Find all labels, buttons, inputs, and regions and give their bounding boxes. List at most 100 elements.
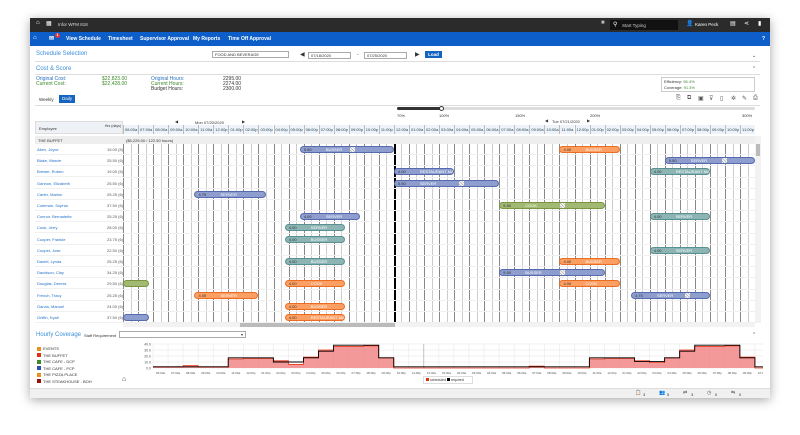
org-select[interactable]: FOOD AND BEVERAGE xyxy=(212,51,289,58)
employee-name[interactable]: Davidson, Clay xyxy=(37,270,64,276)
horizontal-scrollbar[interactable] xyxy=(123,323,755,327)
employee-name[interactable]: Garcia, Manuel xyxy=(37,303,65,309)
employee-row[interactable]: Blake, Marcie 25.50 (6) xyxy=(35,155,123,167)
shift-bar[interactable]: 4.00 COOK xyxy=(284,280,345,288)
schedule-grid[interactable]: 5.50 BUSSER 4.00 BUSSER 5.50 SERVER 4.00 RESTAU… xyxy=(123,144,755,323)
group-name[interactable]: THE BUFFET xyxy=(38,138,63,143)
nav-time-off-approval[interactable]: Time Off Approval xyxy=(228,36,272,42)
employee-name[interactable]: French, Tracy xyxy=(37,292,62,298)
collapse-chevron-icon[interactable]: ⌃ xyxy=(752,332,757,338)
employee-row[interactable]: Allen, Joyce 19.00 (5) xyxy=(35,144,123,155)
home-icon[interactable]: ⌂ xyxy=(33,35,37,41)
edit-icon[interactable]: ✎ xyxy=(742,96,748,102)
legend-item[interactable]: THE STEAKHOUSE - BOH xyxy=(37,379,92,384)
load-button[interactable]: Load xyxy=(425,51,442,58)
shift-bar[interactable]: 5.50 SERVER xyxy=(393,179,500,187)
schedule-selection-title[interactable]: Schedule Selection xyxy=(36,51,88,57)
employee-sort[interactable]: Employee xyxy=(39,126,57,131)
gear-icon[interactable]: ✲ xyxy=(731,96,737,102)
employee-row[interactable]: Connor, Bernadette 25.25 (6) xyxy=(35,211,123,223)
shift-bar[interactable]: 4.00 BUSSER xyxy=(284,235,345,243)
shift-bar[interactable]: 4.75 SERVER xyxy=(630,291,710,299)
employee-name[interactable]: Griffin, Kyall xyxy=(37,315,59,320)
scrollbar-thumb[interactable] xyxy=(240,323,395,327)
users-icon[interactable]: 👥 xyxy=(659,390,666,396)
calendar-icon[interactable]: ▣ xyxy=(698,96,704,102)
paste-icon[interactable]: ⧉ xyxy=(687,95,692,101)
stop-icon[interactable]: ■ xyxy=(601,20,605,26)
page-icon[interactable]: ▯ xyxy=(720,96,724,102)
employee-row[interactable]: Douglas, Dennis 29.50 (6) xyxy=(35,278,123,290)
shift-bar[interactable]: 4.00 SERVER xyxy=(649,213,710,221)
zoom-slider-handle[interactable] xyxy=(439,106,444,111)
print-icon[interactable]: ⎙ xyxy=(753,95,758,101)
prev-day-icon[interactable]: ◀ xyxy=(545,118,549,123)
legend-item[interactable]: THE PIZZA PLACE xyxy=(37,372,77,377)
employee-row[interactable]: Carter, Marlon 25.25 (6) xyxy=(35,189,123,200)
search-box[interactable]: ⚲ Start Typing xyxy=(610,20,678,30)
shift-bar[interactable]: RESTAURANT MA xyxy=(123,314,150,321)
next-day-icon[interactable]: ▶ xyxy=(587,118,591,123)
clipboard-icon[interactable]: 📋 xyxy=(635,390,642,396)
employee-row[interactable]: Gannon, Elizabeth 25.50 (6) xyxy=(35,178,123,189)
copy-icon[interactable]: ⎘ xyxy=(676,95,681,101)
employee-name[interactable]: Douglas, Dennis xyxy=(37,281,67,287)
shift-bar[interactable]: 4.00 BUSSER xyxy=(559,146,620,153)
coverage-title[interactable]: Hourly Coverage xyxy=(36,332,82,338)
home-icon[interactable]: ⌂ xyxy=(122,376,127,383)
employee-name[interactable]: Cooper, Frankie xyxy=(37,236,66,242)
nav-supervisor-approval[interactable]: Supervisor Approval xyxy=(140,36,189,42)
apps-grid-icon[interactable]: ▦ xyxy=(46,21,52,27)
shift-bar[interactable]: 5.50 BUSSER xyxy=(299,146,394,153)
nav-my-reports[interactable]: My Reports xyxy=(193,36,221,42)
mail-icon[interactable]: ✉ xyxy=(49,36,55,42)
employee-name[interactable]: Cook, Jerry xyxy=(37,225,58,231)
employee-name[interactable]: Allen, Joyce xyxy=(37,147,59,152)
shift-bar[interactable]: 4.00 BUSSER xyxy=(284,258,345,265)
user-name[interactable]: Karen Peck xyxy=(695,22,719,27)
employee-row[interactable]: French, Tracy 25.25 (6) xyxy=(35,290,123,301)
employee-row[interactable]: Garcia, Manuel 24.00 (6) xyxy=(35,301,123,312)
employee-name[interactable]: Brewer, Ruben xyxy=(37,169,64,175)
shift-bar[interactable]: 4.00 SERVER xyxy=(649,246,710,254)
shift-bar[interactable]: 4.00 BUSSER xyxy=(559,258,620,265)
shift-bar[interactable] xyxy=(123,280,150,288)
zoom-slider[interactable] xyxy=(397,106,755,111)
employee-name[interactable]: Coleman, Sophia xyxy=(37,203,68,208)
legend-item[interactable]: EVENTS xyxy=(37,346,59,351)
employee-name[interactable]: Blake, Marcie xyxy=(37,158,62,164)
shift-bar[interactable]: 5.50 SERVER xyxy=(664,157,755,165)
home-icon[interactable]: ⌂ xyxy=(36,20,40,26)
legend-item[interactable]: THE BUFFET xyxy=(37,353,68,358)
end-date-input[interactable]: 07/25/2020 xyxy=(364,52,407,59)
employee-name[interactable]: Connor, Bernadette xyxy=(37,214,72,220)
employee-name[interactable]: Carter, Marlon xyxy=(37,191,63,197)
scrollbar-thumb[interactable] xyxy=(756,144,760,156)
vertical-scrollbar[interactable] xyxy=(755,136,761,323)
shift-bar[interactable]: 4.00 SERVER xyxy=(194,291,259,299)
shift-bar[interactable]: 4.00 RESTAURANT MA xyxy=(284,314,345,321)
requirement-select[interactable]: ▾ xyxy=(119,331,246,338)
nav-view-schedule[interactable]: View Schedule xyxy=(66,36,101,42)
employee-row[interactable]: Brewer, Ruben 19.00 (5) xyxy=(35,166,123,178)
prev-day-icon[interactable]: ◀ xyxy=(175,119,179,124)
shift-bar[interactable]: 4.00 BUSSER xyxy=(284,302,345,310)
shift-bar[interactable]: 5.50 COOK xyxy=(499,202,605,209)
cost-score-title[interactable]: Cost & Score xyxy=(36,66,72,72)
employee-name[interactable]: Daniel, Lynda xyxy=(37,259,62,264)
next-week-icon[interactable]: ▶ xyxy=(415,52,420,58)
person-swap-icon[interactable]: ⇆ xyxy=(731,390,736,396)
inbox-icon[interactable]: ▤ xyxy=(730,21,736,27)
employee-name[interactable]: Gannon, Elizabeth xyxy=(37,180,70,186)
employee-row[interactable]: Cook, Jerry 28.00 (6) xyxy=(35,222,123,234)
employee-name[interactable]: Cooper, Jose xyxy=(37,247,61,253)
expand-chevron-icon[interactable]: ⌃ xyxy=(752,66,757,72)
start-date-input[interactable]: 07/18/2020 xyxy=(308,52,351,59)
legend-item[interactable]: THE CAFE - DCP xyxy=(37,359,75,364)
shift-bar[interactable]: 5.50 BUSSER xyxy=(499,269,605,277)
shift-bar[interactable]: 4.75 SERVER xyxy=(194,190,266,198)
search-input[interactable]: Start Typing xyxy=(622,23,646,28)
shift-bar[interactable]: 4.00 COOK xyxy=(559,280,620,288)
shift-bar[interactable]: 4.00 RESTAURANT MA xyxy=(393,168,455,176)
employee-row[interactable]: Griffin, Kyall 37.50 (6) xyxy=(35,312,123,323)
